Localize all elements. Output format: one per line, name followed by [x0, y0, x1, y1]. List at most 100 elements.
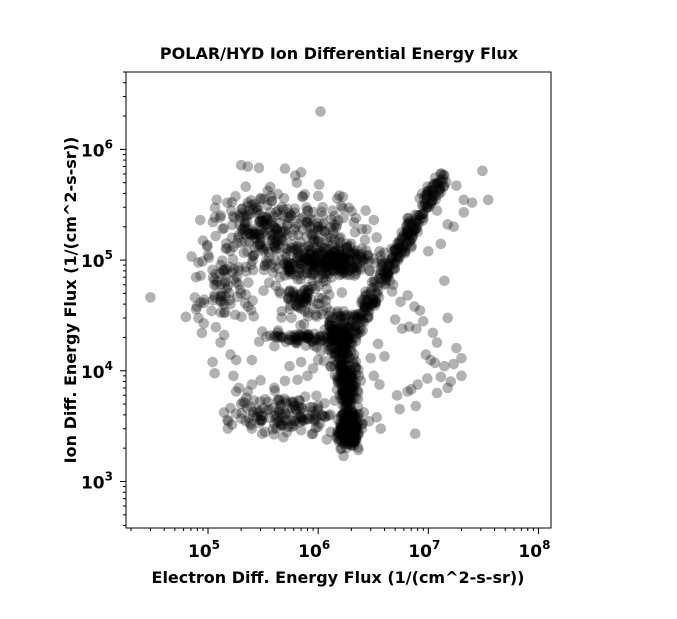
data-point [378, 268, 390, 279]
data-point [402, 226, 414, 238]
data-point [348, 263, 359, 274]
data-point [359, 234, 371, 246]
data-point [298, 292, 309, 304]
data-point [345, 383, 357, 395]
data-point [301, 288, 313, 299]
data-point [284, 269, 296, 280]
data-point [288, 397, 299, 409]
data-point [286, 334, 298, 346]
data-point [338, 267, 350, 278]
data-point [381, 268, 393, 280]
data-point [327, 251, 339, 263]
data-point [343, 424, 354, 436]
data-point [342, 367, 353, 378]
data-point [417, 212, 429, 224]
data-point [319, 262, 331, 274]
data-point [328, 210, 340, 222]
data-point [292, 218, 303, 230]
data-point [320, 252, 332, 264]
data-point [240, 236, 251, 248]
data-point [310, 257, 322, 269]
data-point [326, 334, 338, 346]
data-point [325, 306, 337, 317]
data-point [333, 326, 344, 338]
data-point [236, 311, 247, 323]
data-point [316, 269, 328, 280]
data-point [259, 259, 271, 271]
data-point [247, 255, 258, 266]
data-point [326, 328, 338, 339]
data-point [294, 405, 306, 416]
data-point [328, 354, 340, 365]
data-point [318, 218, 329, 229]
data-point [282, 421, 294, 433]
data-point [315, 345, 327, 357]
data-point [193, 312, 204, 324]
data-point [342, 428, 354, 439]
data-point [269, 418, 280, 430]
data-point [357, 315, 369, 326]
data-point [377, 258, 389, 269]
data-point [421, 202, 433, 214]
y-tick-label: 106 [81, 137, 113, 161]
data-point [344, 426, 356, 437]
data-point [325, 249, 336, 261]
data-point [386, 252, 398, 264]
data-point [349, 425, 360, 437]
data-point [236, 237, 247, 249]
data-point [417, 215, 429, 226]
data-point [309, 259, 320, 270]
data-point [281, 426, 293, 438]
data-point [345, 423, 357, 435]
data-point [351, 260, 363, 271]
data-point [253, 162, 265, 174]
data-point [336, 381, 348, 392]
data-point [293, 297, 305, 309]
data-point [339, 310, 351, 322]
data-point [306, 244, 317, 256]
data-point [339, 369, 351, 381]
data-point [300, 332, 311, 343]
data-point [215, 259, 227, 271]
data-point [407, 231, 418, 243]
data-point [228, 273, 240, 285]
data-point [368, 275, 380, 286]
data-point [435, 371, 447, 383]
data-point [390, 251, 402, 263]
data-point [367, 294, 379, 305]
data-point [259, 260, 270, 272]
data-point [423, 246, 434, 257]
data-point [310, 283, 321, 295]
data-point [324, 250, 335, 261]
data-point [294, 395, 305, 407]
data-point [356, 252, 367, 263]
data-point [336, 366, 348, 377]
data-point [426, 190, 438, 201]
data-point [345, 415, 356, 427]
data-point [270, 413, 282, 424]
data-point [285, 210, 297, 221]
data-point [292, 249, 304, 260]
data-point [343, 423, 355, 435]
data-point [333, 256, 344, 268]
data-point [309, 328, 320, 340]
data-point [298, 294, 310, 305]
data-point [325, 360, 337, 372]
data-point [286, 331, 297, 342]
data-point [342, 421, 353, 433]
data-point [398, 240, 409, 252]
data-point [251, 411, 263, 423]
data-point [284, 261, 295, 272]
data-point [302, 310, 314, 322]
data-point [376, 258, 388, 269]
data-point [241, 402, 253, 414]
data-point [337, 386, 349, 397]
data-point [402, 212, 414, 224]
data-point [336, 287, 348, 298]
data-point [345, 372, 357, 383]
data-point [349, 436, 360, 448]
data-point [352, 427, 364, 439]
data-point [245, 401, 257, 412]
data-point [283, 334, 294, 345]
data-point [240, 415, 252, 427]
